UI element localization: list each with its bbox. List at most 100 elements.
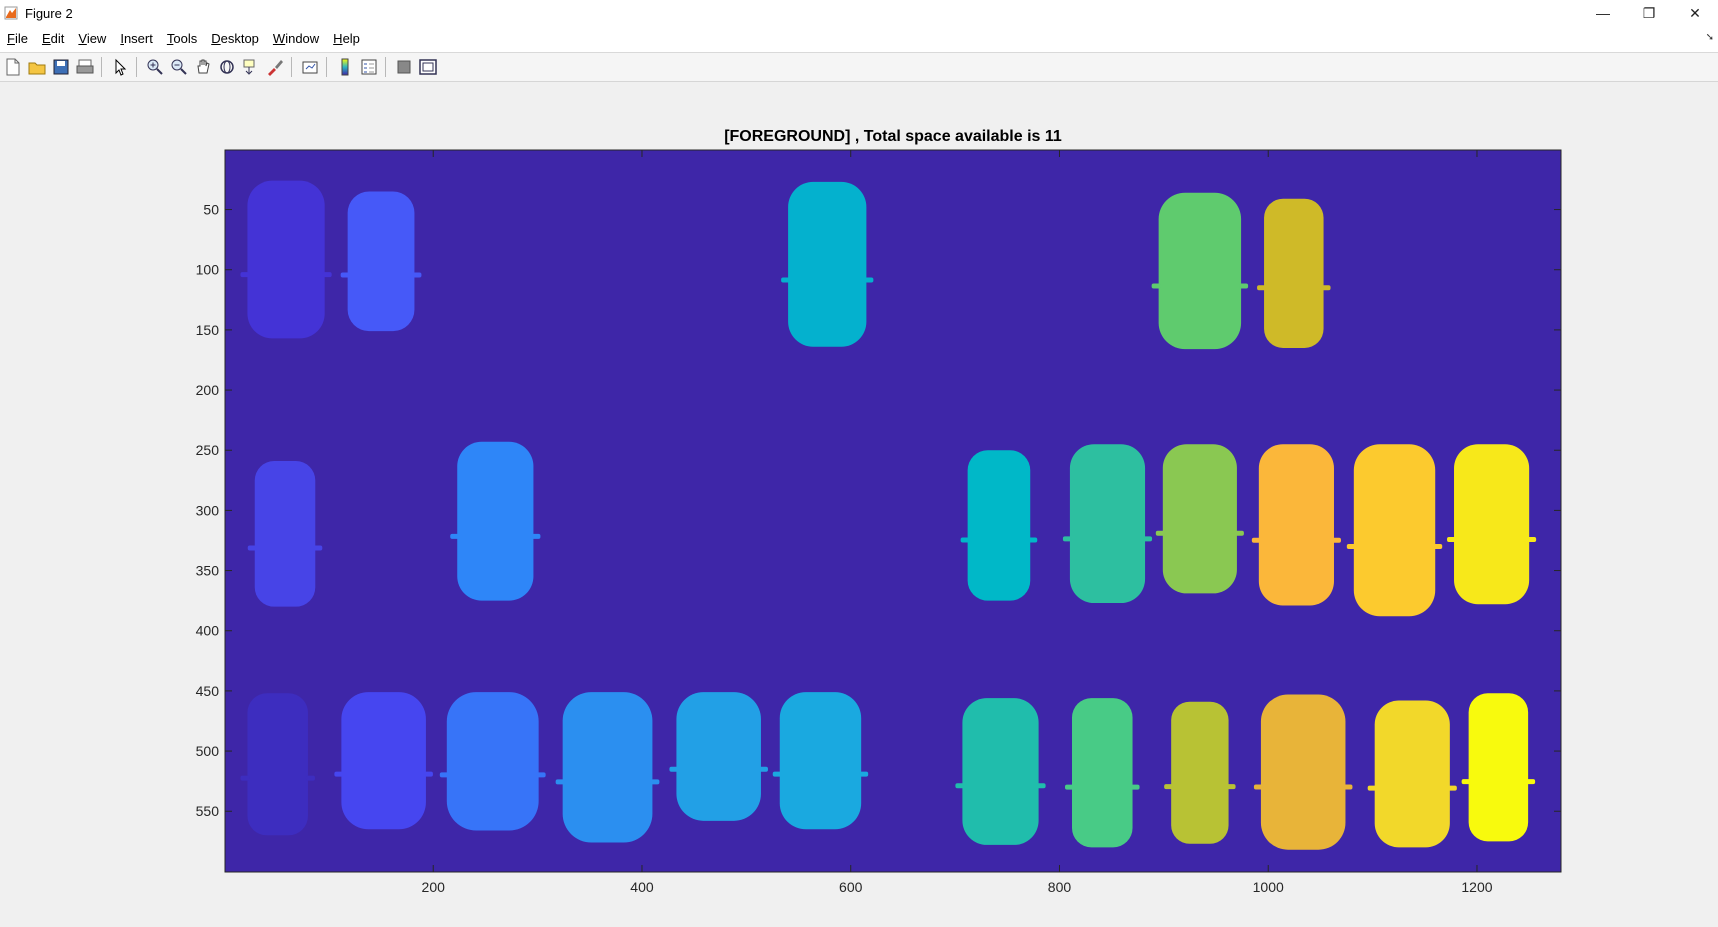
axes-frame	[224, 149, 1562, 873]
car-mirror-left	[1065, 784, 1075, 790]
zoom-in-button[interactable]	[144, 56, 166, 78]
print-button[interactable]	[74, 56, 96, 78]
car-mirror-right	[1226, 784, 1236, 790]
car-blob-6	[254, 461, 316, 607]
data-cursor-button[interactable]	[240, 56, 262, 78]
link-plot-button[interactable]	[299, 56, 321, 78]
y-tick-label: 350	[196, 563, 220, 579]
menu-bar: File Edit View Insert Tools Desktop Window Help…	[0, 26, 1718, 53]
menu-accelerator: D	[211, 31, 221, 46]
car-mirror-right	[1028, 537, 1038, 543]
car-blob-22	[1171, 701, 1229, 844]
car-blob-15	[341, 692, 426, 830]
car-mirror-right	[864, 277, 874, 283]
show-plot-tools-button[interactable]	[417, 56, 439, 78]
rotate-3d-button[interactable]	[216, 56, 238, 78]
x-tick-label: 800	[1048, 879, 1072, 895]
car-mirror-right	[1343, 784, 1353, 790]
car-mirror-right	[313, 545, 323, 551]
dock-arrow-icon[interactable]: ➘	[1705, 32, 1714, 43]
car-blob-9	[1069, 444, 1146, 604]
menu-edit[interactable]: Edit	[35, 26, 71, 52]
menu-label-rest: iew	[86, 31, 107, 46]
car-mirror-right	[1526, 779, 1536, 785]
car-mirror-left	[240, 775, 250, 781]
x-tick-label: 200	[422, 879, 446, 895]
car-mirror-left	[781, 277, 791, 283]
open-file-icon	[28, 62, 46, 75]
car-mirror-left	[1253, 784, 1263, 790]
car-blob-7	[457, 441, 534, 601]
window-title: Figure 2	[25, 5, 73, 21]
car-blob-2	[347, 191, 415, 332]
pan-button[interactable]	[192, 56, 214, 78]
car-mirror-left	[1367, 785, 1377, 791]
car-mirror-left	[555, 779, 565, 785]
y-tick-label: 550	[196, 803, 220, 819]
menu-insert[interactable]: Insert	[113, 26, 160, 52]
menu-label-rest: elp	[342, 31, 360, 46]
close-button[interactable]: ✕	[1689, 4, 1701, 21]
x-tick-label: 1200	[1461, 879, 1492, 895]
car-mirror-left	[955, 783, 965, 789]
car-mirror-right	[1239, 283, 1249, 289]
hide-plot-tools-icon	[397, 60, 411, 74]
car-blob-10	[1162, 444, 1237, 594]
zoom-out-button[interactable]	[168, 56, 190, 78]
brush-icon	[268, 60, 283, 76]
car-mirror-left	[772, 771, 782, 777]
hide-plot-tools-button[interactable]	[393, 56, 415, 78]
open-file-button[interactable]	[26, 56, 48, 78]
menu-label-rest: dit	[50, 31, 65, 46]
toolbar-separator	[136, 57, 137, 77]
car-mirror-right	[1331, 537, 1341, 543]
car-mirror-right	[1036, 783, 1046, 789]
menu-view[interactable]: View	[71, 26, 113, 52]
minimize-button[interactable]: —	[1596, 5, 1610, 21]
y-tick-label: 300	[196, 502, 220, 518]
edit-plot-button[interactable]	[109, 56, 131, 78]
car-blob-4	[1158, 192, 1242, 350]
y-tick-label: 250	[196, 442, 220, 458]
zoom-in-icon	[147, 59, 163, 75]
edit-plot-icon	[115, 58, 127, 76]
car-blob-11	[1258, 444, 1334, 606]
insert-legend-icon	[361, 59, 377, 75]
window-titlebar: Figure 2 — ❐ ✕	[0, 0, 1718, 26]
save-button[interactable]	[50, 56, 72, 78]
new-figure-button[interactable]	[2, 56, 24, 78]
car-mirror-right	[1143, 536, 1153, 542]
y-tick-label: 450	[196, 683, 220, 699]
car-mirror-left	[1447, 537, 1457, 543]
new-figure-icon	[6, 58, 20, 76]
menu-help[interactable]: Help	[326, 26, 367, 52]
menu-accelerator: W	[272, 31, 286, 46]
menu-label-rest: ile	[14, 31, 28, 46]
insert-colorbar-button[interactable]	[334, 56, 356, 78]
menu-tools[interactable]: Tools	[160, 26, 204, 52]
car-blob-8	[967, 450, 1031, 601]
car-blob-18	[676, 692, 761, 821]
car-blob-19	[779, 692, 862, 830]
car-mirror-right	[322, 272, 332, 278]
brush-button[interactable]	[264, 56, 286, 78]
insert-colorbar-icon	[341, 58, 349, 76]
insert-legend-button[interactable]	[358, 56, 380, 78]
car-blob-23	[1260, 694, 1346, 850]
toolbar-separator	[326, 57, 327, 77]
car-mirror-right	[1433, 544, 1443, 550]
menu-window[interactable]: Window	[266, 26, 326, 52]
car-mirror-right	[1130, 784, 1140, 790]
car-mirror-right	[305, 775, 315, 781]
car-mirror-right	[1447, 785, 1457, 791]
car-mirror-left	[450, 533, 460, 539]
menu-accelerator: I	[120, 31, 124, 46]
matlab-figure-icon	[4, 6, 18, 20]
car-mirror-left	[1346, 544, 1356, 550]
menu-desktop[interactable]: Desktop	[204, 26, 266, 52]
car-blob-21	[1072, 698, 1133, 848]
car-mirror-left	[1461, 779, 1471, 785]
restore-button[interactable]: ❐	[1642, 4, 1656, 21]
menu-file[interactable]: File	[0, 26, 35, 52]
